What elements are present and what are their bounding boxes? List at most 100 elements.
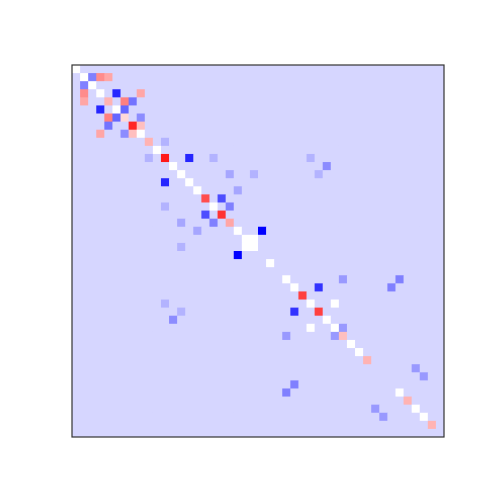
heatmap-cell xyxy=(80,153,89,163)
heatmap-cell xyxy=(241,153,251,163)
heatmap-cell xyxy=(96,267,105,276)
heatmap-cell xyxy=(387,339,396,349)
heatmap-cell xyxy=(306,299,316,309)
heatmap-cell xyxy=(322,121,332,131)
heatmap-cell xyxy=(395,315,404,325)
heatmap-cell xyxy=(266,105,275,114)
heatmap-cell xyxy=(346,364,356,373)
heatmap-cell xyxy=(363,226,372,236)
heatmap-cell xyxy=(128,331,138,341)
heatmap-cell xyxy=(152,226,162,236)
heatmap-cell xyxy=(322,105,332,114)
heatmap-cell xyxy=(160,153,170,163)
heatmap-cell xyxy=(395,428,404,438)
heatmap-cell xyxy=(96,65,105,74)
heatmap-cell xyxy=(120,121,130,131)
heatmap-cell xyxy=(258,412,267,422)
heatmap-cell xyxy=(152,412,162,422)
heatmap-cell xyxy=(128,242,138,252)
heatmap-cell xyxy=(112,404,121,414)
heatmap-cell xyxy=(258,73,267,82)
heatmap-cell xyxy=(346,420,356,430)
heatmap-cell xyxy=(435,113,445,123)
heatmap-cell xyxy=(169,364,178,373)
heatmap-cell xyxy=(96,242,105,252)
heatmap-cell xyxy=(128,428,138,438)
heatmap-cell xyxy=(290,162,299,171)
heatmap-cell xyxy=(209,259,218,268)
heatmap-cell xyxy=(217,170,227,179)
heatmap-cell xyxy=(209,73,218,82)
heatmap-cell xyxy=(395,234,404,244)
heatmap-cell xyxy=(411,121,421,131)
heatmap-cell xyxy=(282,81,291,90)
heatmap-cell xyxy=(435,323,445,333)
heatmap-cell xyxy=(387,81,396,90)
heatmap-cell xyxy=(338,331,348,341)
heatmap-cell xyxy=(363,339,372,349)
heatmap-cell xyxy=(96,404,105,414)
heatmap-cell xyxy=(411,380,421,389)
heatmap-cell xyxy=(330,178,340,187)
heatmap-cell xyxy=(274,323,283,333)
heatmap-cell xyxy=(72,356,81,365)
heatmap-cell xyxy=(177,73,186,82)
heatmap-cell xyxy=(136,226,146,236)
heatmap-cell xyxy=(177,364,186,373)
heatmap-cell xyxy=(120,259,130,268)
heatmap-cell xyxy=(160,65,170,74)
heatmap-cell xyxy=(96,420,105,430)
heatmap-cell xyxy=(225,121,235,131)
heatmap-cell xyxy=(185,275,194,284)
heatmap-cell xyxy=(258,129,267,139)
heatmap-cell xyxy=(112,89,121,98)
heatmap-cell xyxy=(258,113,267,123)
heatmap-cell xyxy=(355,259,364,268)
heatmap-cell xyxy=(249,299,259,309)
heatmap-cell xyxy=(225,194,235,203)
heatmap-cell xyxy=(363,105,372,114)
heatmap-cell xyxy=(152,283,162,292)
heatmap-cell xyxy=(177,145,186,155)
heatmap-cell xyxy=(80,299,89,309)
heatmap-cell xyxy=(136,267,146,276)
heatmap-cell xyxy=(209,137,218,147)
heatmap-cell xyxy=(346,275,356,284)
heatmap-cell xyxy=(112,97,121,106)
heatmap-cell xyxy=(233,145,243,155)
heatmap-cell xyxy=(371,380,380,389)
heatmap-cell xyxy=(314,113,324,123)
heatmap-cell xyxy=(136,73,146,82)
heatmap-cell xyxy=(435,364,445,373)
heatmap-cell xyxy=(435,226,445,236)
heatmap-cell xyxy=(266,412,275,422)
heatmap-cell xyxy=(371,218,380,228)
heatmap-cell xyxy=(355,137,364,147)
heatmap-cell xyxy=(104,137,113,147)
heatmap-cell xyxy=(241,380,251,389)
heatmap-cell xyxy=(249,89,259,98)
heatmap-cell xyxy=(128,291,138,300)
heatmap-cell xyxy=(249,323,259,333)
heatmap-cell xyxy=(282,121,291,131)
heatmap-cell xyxy=(298,153,307,163)
heatmap-cell xyxy=(233,348,243,357)
heatmap-cell xyxy=(201,105,210,114)
heatmap-cell xyxy=(306,242,316,252)
heatmap-cell xyxy=(96,81,105,90)
heatmap-cell xyxy=(363,162,372,171)
heatmap-cell xyxy=(274,396,283,406)
heatmap-cell xyxy=(249,105,259,114)
heatmap-cell xyxy=(346,356,356,365)
heatmap-cell xyxy=(395,420,404,430)
heatmap-cell xyxy=(193,420,202,430)
heatmap-cell xyxy=(379,113,388,123)
heatmap-cell xyxy=(120,364,130,373)
heatmap-cell xyxy=(193,259,202,268)
heatmap-cell xyxy=(225,129,235,139)
heatmap-cell xyxy=(306,137,316,147)
heatmap-cell xyxy=(403,283,413,292)
heatmap-cell xyxy=(290,299,299,309)
heatmap-cell xyxy=(379,242,388,252)
heatmap-cell xyxy=(355,251,364,260)
